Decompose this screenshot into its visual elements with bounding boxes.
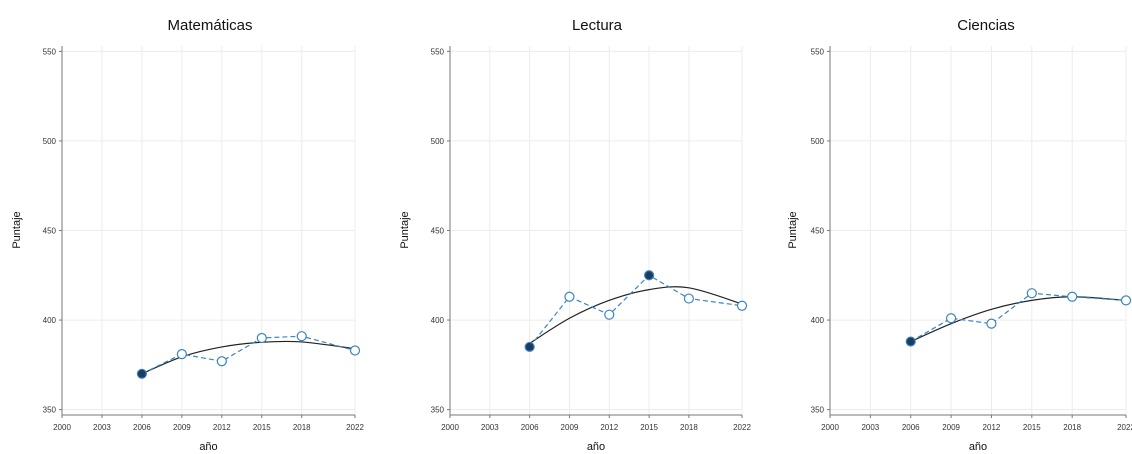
data-point <box>736 300 748 311</box>
data-point <box>1120 295 1132 306</box>
chart-title: Lectura <box>572 17 623 34</box>
x-tick-label: 2003 <box>481 423 499 432</box>
y-tick-label: 350 <box>43 406 57 415</box>
y-tick-label: 400 <box>43 316 57 325</box>
x-tick-label: 2015 <box>253 423 271 432</box>
data-point <box>176 348 187 360</box>
highlight-point <box>906 337 915 346</box>
x-tick-label: 2000 <box>441 423 459 432</box>
observed-series-line <box>529 274 743 348</box>
y-tick-label: 350 <box>431 406 445 415</box>
y-axis-title: Puntaje <box>399 211 411 248</box>
highlight-point <box>137 369 146 378</box>
y-tick-label: 550 <box>811 47 825 56</box>
x-tick-label: 2009 <box>942 423 960 432</box>
data-point <box>216 356 227 367</box>
trend-line <box>529 286 743 344</box>
data-point <box>683 293 695 304</box>
chart-title: Ciencias <box>957 17 1015 34</box>
x-axis-title: año <box>199 441 217 453</box>
x-tick-label: 2022 <box>733 423 751 432</box>
data-point <box>604 309 615 320</box>
y-tick-label: 500 <box>43 137 57 146</box>
y-tick-label: 550 <box>431 47 445 56</box>
y-tick-label: 550 <box>43 47 57 56</box>
x-tick-label: 2022 <box>1117 423 1132 432</box>
x-tick-label: 2003 <box>861 423 879 432</box>
x-tick-label: 2009 <box>561 423 579 432</box>
y-axis-title: Puntaje <box>11 211 23 248</box>
x-tick-label: 2012 <box>600 423 618 432</box>
y-tick-label: 400 <box>431 316 445 325</box>
y-tick-label: 400 <box>811 316 825 325</box>
x-tick-label: 2006 <box>521 423 539 432</box>
chart-panel-2: 350 400 450 500 550 2000 2003 2006 2009 2012 2015 2… <box>399 17 751 453</box>
x-tick-label: 2012 <box>213 423 231 432</box>
data-point <box>349 345 361 356</box>
x-tick-label: 2015 <box>640 423 658 432</box>
data-point <box>986 318 997 329</box>
x-tick-label: 2000 <box>821 423 839 432</box>
y-tick-label: 350 <box>811 406 825 415</box>
data-point <box>1026 288 1037 299</box>
chart-title: Matemáticas <box>167 17 252 34</box>
y-tick-label: 450 <box>43 227 57 236</box>
chart-panel-1: 350 400 450 500 550 2000 2003 2006 2009 2012 2015 2… <box>11 17 364 453</box>
y-tick-label: 450 <box>431 227 445 236</box>
data-point <box>1067 291 1078 302</box>
highlight-point <box>645 271 654 280</box>
x-tick-label: 2018 <box>293 423 311 432</box>
highlight-point <box>525 342 534 351</box>
y-tick-label: 500 <box>431 137 445 146</box>
x-tick-label: 2009 <box>173 423 191 432</box>
x-axis-title: año <box>587 441 605 453</box>
data-point <box>296 331 307 342</box>
observed-series-line <box>910 292 1127 343</box>
data-point <box>945 313 957 324</box>
x-tick-label: 2006 <box>902 423 920 432</box>
x-tick-label: 2003 <box>93 423 111 432</box>
y-tick-label: 500 <box>811 137 825 146</box>
x-tick-label: 2018 <box>680 423 698 432</box>
data-point <box>564 291 575 302</box>
observed-series-line <box>141 335 356 375</box>
x-tick-label: 2015 <box>1023 423 1041 432</box>
x-tick-label: 2006 <box>133 423 151 432</box>
trend-line <box>141 340 356 375</box>
x-axis-title: año <box>969 441 987 453</box>
y-axis-title: Puntaje <box>787 211 799 248</box>
x-tick-label: 2012 <box>983 423 1001 432</box>
y-tick-label: 450 <box>811 227 825 236</box>
chart-panel-3: 350 400 450 500 550 2000 2003 2006 2009 2012 2015 2… <box>787 17 1132 453</box>
x-tick-label: 2022 <box>346 423 364 432</box>
x-tick-label: 2018 <box>1063 423 1081 432</box>
data-point <box>256 332 267 344</box>
x-tick-label: 2000 <box>53 423 71 432</box>
